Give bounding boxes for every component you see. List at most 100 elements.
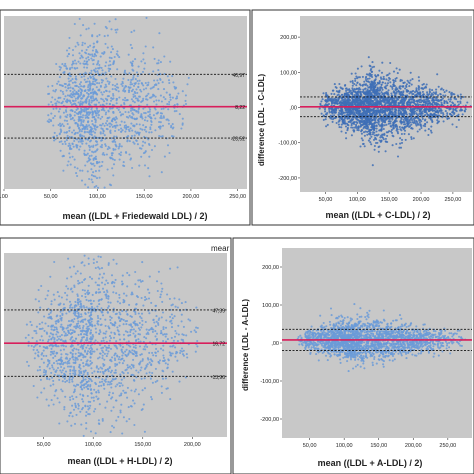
data-point [356,99,359,102]
data-point [182,325,185,328]
data-point [335,121,338,125]
data-point [88,347,91,350]
data-point [159,125,162,128]
data-point [113,138,116,141]
data-point [142,107,145,110]
data-point [116,326,119,329]
data-point [105,289,108,292]
data-point [83,149,86,152]
data-point [365,75,368,78]
data-point [446,114,449,117]
data-point [412,137,415,140]
data-point [98,176,101,179]
data-point [391,118,394,121]
reference-line-label: 40,97 [232,73,245,79]
data-point [74,300,77,303]
data-point [42,371,46,374]
data-point [417,88,420,91]
data-point [78,95,81,98]
data-point [418,128,421,131]
data-point [82,24,85,27]
data-point [376,81,379,84]
data-point [52,107,55,110]
data-point [104,42,107,45]
data-point [51,96,54,99]
data-point [364,92,367,95]
data-point [61,142,64,146]
data-point [101,122,104,125]
data-point [83,318,87,321]
data-point [130,78,133,82]
data-point [36,349,39,352]
data-point [169,98,172,101]
data-point [79,135,82,138]
data-point [162,356,165,359]
data-point [108,20,111,23]
data-point [112,174,115,177]
data-point [151,371,154,375]
data-point [56,82,59,85]
data-point [157,62,160,65]
data-point [92,75,95,78]
data-point [62,344,65,347]
data-point [87,113,90,117]
data-point [392,70,396,73]
data-point [59,96,62,99]
data-point [67,99,70,102]
data-point [322,118,325,121]
data-point [346,117,349,120]
data-point [61,123,64,126]
data-point [124,85,127,88]
data-point [61,380,64,383]
data-point [117,86,120,89]
data-point [180,313,183,316]
data-point [93,164,96,167]
data-point [137,82,140,85]
data-point [364,110,367,113]
data-point [38,345,41,348]
data-point [417,103,420,106]
data-point [123,121,126,124]
data-point [171,75,174,78]
data-point [117,108,120,111]
data-point [171,123,174,126]
data-point [92,157,95,160]
data-point [349,99,352,102]
data-point [99,117,102,120]
data-point [89,91,92,94]
data-point [106,168,109,171]
data-point [133,350,136,353]
data-point [447,98,450,101]
y-tick-label: ,00 [289,106,297,112]
data-point [100,81,103,84]
data-point [392,97,395,100]
data-point [60,140,63,143]
y-tick-label: -100,00 [278,141,297,147]
data-point [66,122,69,126]
data-point [58,107,61,111]
data-point [94,170,97,173]
data-point [120,145,123,148]
data-point [190,330,193,333]
data-point [59,310,62,313]
data-point [111,125,114,128]
data-point [162,116,165,119]
data-point [372,81,375,84]
data-point [51,366,54,369]
data-point [164,326,168,329]
data-point [154,129,157,132]
data-point [149,87,152,90]
data-point [461,113,464,116]
data-point [71,109,74,113]
data-point [389,122,392,125]
data-point [401,113,404,116]
data-point [77,404,80,407]
data-point [415,124,418,127]
data-point [107,380,110,383]
data-point [104,324,107,327]
data-point [52,379,55,382]
data-point [81,336,84,339]
data-point [71,155,74,158]
data-point [94,155,97,158]
data-point [82,362,85,365]
